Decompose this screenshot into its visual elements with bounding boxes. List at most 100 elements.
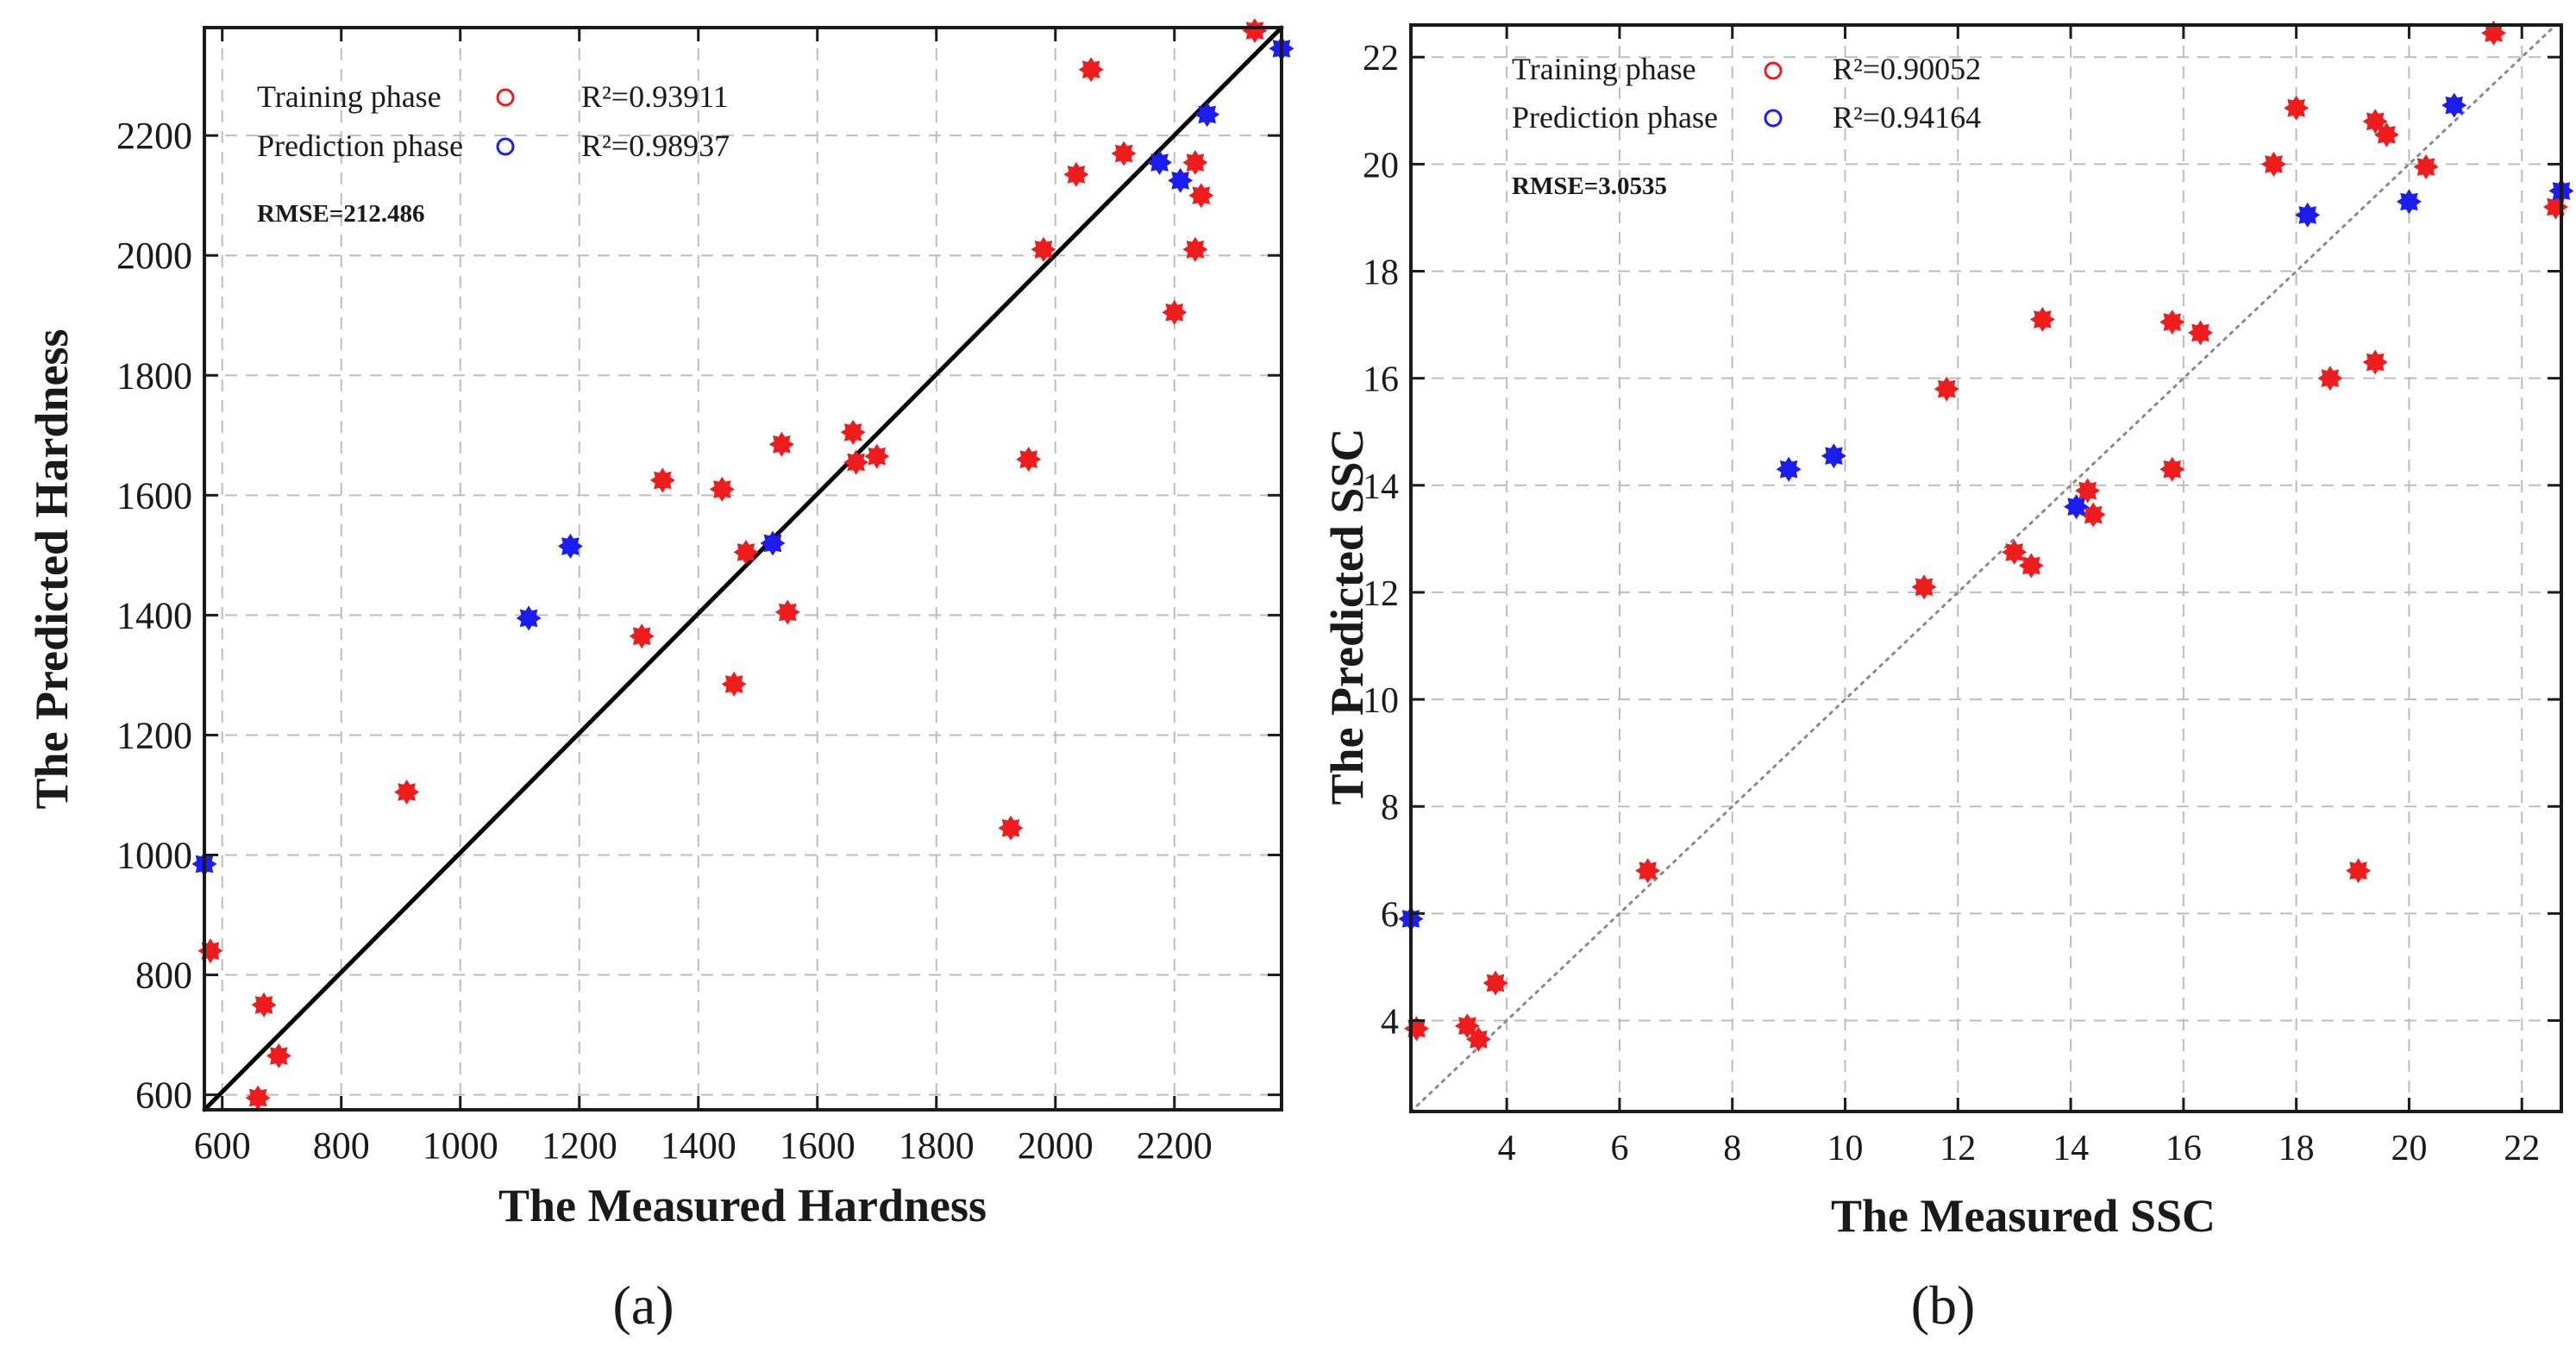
panel-b-training-point <box>2346 858 2372 884</box>
panel-b-y-axis-label: The Predicted SSC <box>1321 428 1373 805</box>
panel-a-training-point <box>864 443 890 469</box>
panel-a-legend-prediction-label: Prediction phase <box>257 128 463 163</box>
panel-b-xtick-label: 18 <box>2278 1129 2315 1168</box>
panel-a-ytick-label: 1600 <box>116 474 192 517</box>
panel-b-ytick-label: 14 <box>1363 467 1399 507</box>
panel-b-xtick-label: 8 <box>1723 1129 1741 1168</box>
panel-b-x-axis-label: The Measured SSC <box>1831 1190 2216 1242</box>
panel-a-xtick-label: 1200 <box>542 1124 617 1167</box>
panel-b-xtick-label: 14 <box>2053 1129 2089 1168</box>
panel-b-ytick-label: 6 <box>1381 895 1399 935</box>
panel-a-training-point <box>197 938 223 964</box>
panel-b-xtick-label: 20 <box>2391 1129 2427 1168</box>
panel-b-training-point <box>2075 478 2101 504</box>
panel-b-ytick-label: 10 <box>1363 681 1399 721</box>
panel-a-ytick-label: 1200 <box>116 714 192 756</box>
panel-b-ytick-label: 4 <box>1381 1002 1399 1042</box>
panel-b: 4 6 8 10 12 14 16 18 20 22 4 6 8 10 12 14 16 18 20 22 The M… <box>1321 20 2574 1336</box>
panel-a-prediction-point <box>557 533 583 559</box>
panel-b-xtick-label: 4 <box>1498 1129 1516 1168</box>
panel-b-xtick-label: 10 <box>1827 1129 1864 1168</box>
panel-b-training-point <box>2362 349 2388 375</box>
panel-b-xtick-label: 12 <box>1940 1129 1976 1168</box>
panel-b-frame <box>1409 23 2563 1113</box>
panel-b-training-point <box>2481 20 2506 46</box>
panel-a-legend-training-r2: R²=0.93911 <box>581 79 729 114</box>
panel-b-training-point <box>2029 306 2055 332</box>
panel-b-training-point <box>2159 310 2185 335</box>
panel-a-ytick-label: 1400 <box>116 594 192 636</box>
panel-b-ytick-label: 16 <box>1363 360 1399 400</box>
panel-b-legend-training-r2: R²=0.90052 <box>1833 52 1981 86</box>
panel-a-legend-prediction-r2: R²=0.98937 <box>581 128 730 163</box>
panel-a-ytick-label: 1000 <box>116 835 192 877</box>
panel-a-ytick-label: 1800 <box>116 354 192 397</box>
panel-a-ticks: 600 800 1000 1200 1400 1600 1800 2000 2200 600 800… <box>116 28 1282 1167</box>
panel-a-training-point <box>774 599 800 625</box>
panel-a-training-point <box>1188 183 1214 209</box>
panel-a-xtick-label: 800 <box>313 1124 370 1167</box>
panel-a-training-point <box>998 815 1024 841</box>
panel-a-y-axis-label: The Predicted Hardness <box>26 329 78 810</box>
panel-a-training-point <box>1242 18 1268 43</box>
panel-b-training-point <box>1911 574 1937 600</box>
panel-b-training-point <box>2188 320 2213 346</box>
panel-b-prediction-point <box>2441 92 2467 118</box>
panel-a-ytick-label: 600 <box>135 1074 192 1117</box>
panel-b-ytick-label: 18 <box>1363 254 1399 293</box>
panel-b-xtick-label: 6 <box>1610 1129 1628 1168</box>
panel-a-xtick-label: 1800 <box>899 1124 975 1167</box>
panel-b-legend-prediction-label: Prediction phase <box>1512 100 1718 135</box>
panel-b-points <box>1398 20 2574 1052</box>
panel-a-training-point <box>394 780 420 805</box>
panel-b-training-point <box>2261 151 2286 177</box>
panel-a-ytick-label: 2000 <box>116 235 192 277</box>
panel-b-legend: Training phase R²=0.90052 Prediction pha… <box>1512 52 1981 200</box>
panel-a-xtick-label: 600 <box>194 1124 251 1167</box>
panel-a-prediction-point <box>1147 149 1172 175</box>
panel-a-xtick-label: 2000 <box>1018 1124 1094 1167</box>
panel-a-grid <box>204 28 1282 1110</box>
panel-a-ytick-label: 800 <box>135 955 192 997</box>
panel-b-training-point <box>2018 553 2044 579</box>
panel-a-training-point <box>251 992 277 1018</box>
panel-b-training-point <box>1635 858 1661 884</box>
panel-b-ytick-label: 22 <box>1363 39 1399 78</box>
panel-b-ytick-label: 20 <box>1363 146 1399 185</box>
panel-b-xtick-label: 22 <box>2504 1129 2540 1168</box>
panel-a-training-point <box>1182 236 1208 262</box>
panel-b-prediction-point <box>1821 443 1846 469</box>
panel-a-prediction-point <box>1194 102 1220 128</box>
panel-b-ytick-label: 12 <box>1363 574 1399 614</box>
panel-a-training-point <box>721 671 747 697</box>
panel-b-legend-training-marker <box>1764 61 1783 80</box>
panel-a-legend-training-marker <box>496 88 515 107</box>
panel-a-training-point <box>1016 447 1042 473</box>
panel-a-training-point <box>768 431 794 457</box>
panel-b-prediction-point <box>2064 494 2090 520</box>
panel-a-training-point <box>1182 149 1208 175</box>
panel-b-grid <box>1411 25 2561 1112</box>
panel-b-training-point <box>2080 502 2106 528</box>
panel-a-caption: (a) <box>612 1274 674 1336</box>
panel-b-xtick-label: 16 <box>2165 1129 2202 1168</box>
panel-a-training-point <box>649 467 675 493</box>
panel-a-training-point <box>245 1085 271 1111</box>
panel-a-xtick-label: 1000 <box>423 1124 498 1167</box>
panel-b-training-point <box>2002 539 2028 565</box>
panel-a-prediction-point <box>516 605 542 631</box>
panel-a-prediction-point <box>1168 167 1194 193</box>
panel-a-frame <box>203 26 1283 1112</box>
panel-b-training-point <box>1482 970 1508 996</box>
panel-b-legend-prediction-marker <box>1764 109 1783 128</box>
panel-b-training-point <box>2317 366 2343 391</box>
panel-a: 600 800 1000 1200 1400 1600 1800 2000 2200 600 800… <box>26 18 1294 1336</box>
panel-b-ticks: 4 6 8 10 12 14 16 18 20 22 4 6 8 10 12 14 16 18 20 22 <box>1363 25 2561 1168</box>
panel-a-legend: Training phase R²=0.93911 Prediction pha… <box>257 79 730 228</box>
panel-b-rmse: RMSE=3.0535 <box>1512 172 1667 200</box>
panel-a-rmse: RMSE=212.486 <box>257 200 425 228</box>
panel-b-prediction-point <box>2295 202 2321 228</box>
panel-b-training-point <box>1934 376 1959 402</box>
panel-a-legend-training-label: Training phase <box>257 79 442 114</box>
panel-a-training-point <box>840 419 866 445</box>
